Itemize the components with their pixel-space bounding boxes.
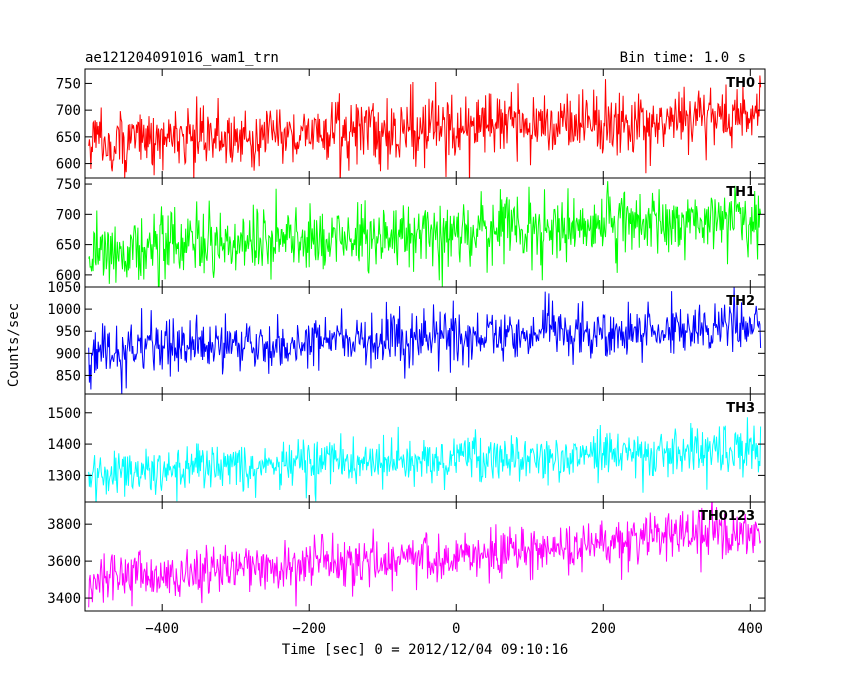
x-tick-label: −200: [292, 621, 326, 637]
panel-frame: [84, 177, 766, 288]
x-axis-label: Time [sec] 0 = 2012/12/04 09:10:16: [282, 642, 569, 658]
y-tick-label: 1300: [47, 468, 81, 484]
chart-title: ae121204091016_wam1_trn: [85, 50, 279, 66]
panel-frame: [84, 286, 766, 395]
y-tick-label: 950: [56, 324, 81, 340]
x-tick-label: −400: [145, 621, 179, 637]
y-tick-label: 1400: [47, 437, 81, 453]
y-tick-label: 1500: [47, 406, 81, 422]
series-line-th3: [88, 417, 762, 502]
y-tick-label: 1000: [47, 302, 81, 318]
y-tick-label: 3600: [47, 554, 81, 570]
y-tick-label: 650: [56, 238, 81, 254]
y-tick-label: 900: [56, 346, 81, 362]
series-label-th1: TH1: [726, 185, 755, 200]
x-tick-label: 200: [591, 621, 616, 637]
series-line-th2: [88, 287, 762, 394]
series-line-th1: [88, 181, 762, 287]
y-tick-label: 600: [56, 157, 81, 173]
y-tick-label: 750: [56, 76, 81, 92]
y-tick-label: 3400: [47, 591, 81, 607]
panel-frame: [84, 501, 766, 612]
y-axis-label: Counts/sec: [6, 303, 22, 387]
series-label-th0123: TH0123: [699, 509, 755, 524]
y-tick-label: 700: [56, 207, 81, 223]
y-tick-label: 650: [56, 130, 81, 146]
x-tick-label: 400: [738, 621, 763, 637]
x-tick-label: 0: [452, 621, 460, 637]
series-label-th3: TH3: [726, 401, 755, 416]
series-line-th0: [88, 75, 762, 178]
y-tick-label: 600: [56, 268, 81, 284]
y-tick-label: 750: [56, 177, 81, 193]
panels: 600 650 700 750 TH0 600 650 700 750 TH1 850 900 950 1…: [47, 68, 766, 637]
y-tick-label: 850: [56, 368, 81, 384]
series-label-th2: TH2: [726, 294, 755, 309]
y-tick-label: 3800: [47, 517, 81, 533]
y-tick-label: 700: [56, 103, 81, 119]
bin-time-label: Bin time: 1.0 s: [620, 50, 746, 66]
y-tick-label: 1050: [47, 280, 81, 296]
series-label-th0: TH0: [726, 76, 755, 91]
series-line-th0123: [88, 502, 762, 608]
